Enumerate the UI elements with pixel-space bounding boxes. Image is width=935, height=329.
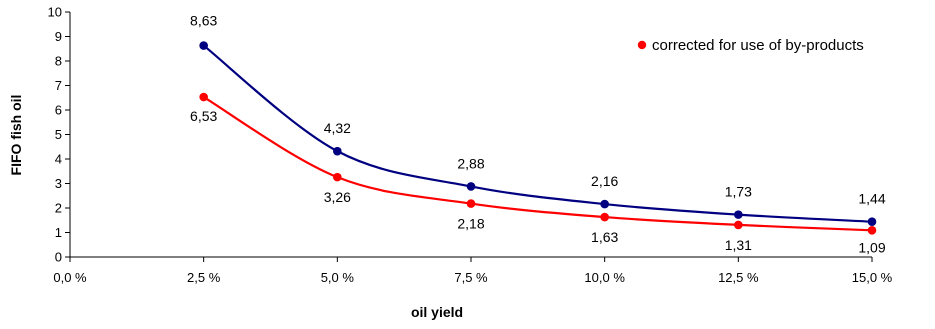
data-label: 1,73 xyxy=(725,184,752,200)
y-tick-label: 1 xyxy=(55,225,62,240)
data-point xyxy=(867,225,877,235)
x-tick-label: 5,0 % xyxy=(321,270,355,285)
legend-marker xyxy=(637,40,647,50)
x-tick-label: 2,5 % xyxy=(187,270,221,285)
x-tick-label: 15,0 % xyxy=(852,270,893,285)
y-tick-label: 0 xyxy=(55,250,62,265)
x-tick-label: 0,0 % xyxy=(53,270,87,285)
data-point xyxy=(199,41,208,50)
legend-label: corrected for use of by-products xyxy=(652,37,864,54)
series-line xyxy=(202,44,873,223)
data-point xyxy=(867,217,877,227)
x-tick-label: 12,5 % xyxy=(718,270,759,285)
data-point xyxy=(199,92,208,102)
data-label: 3,26 xyxy=(324,189,351,205)
y-tick-label: 3 xyxy=(55,176,62,191)
y-tick-label: 2 xyxy=(55,201,62,216)
y-tick-label: 4 xyxy=(55,152,62,167)
data-label: 2,18 xyxy=(457,216,484,232)
y-tick-label: 10 xyxy=(48,5,62,20)
data-point xyxy=(734,220,743,230)
y-tick-label: 5 xyxy=(55,127,62,142)
data-label: 1,44 xyxy=(858,191,885,207)
data-label: 1,31 xyxy=(725,237,752,253)
y-axis-title: FIFO fish oil xyxy=(8,95,24,176)
x-tick-label: 10,0 % xyxy=(584,270,625,285)
data-point xyxy=(333,146,342,156)
data-point xyxy=(734,210,743,219)
plot-area: 0 1 2 3 4 5 6 7 8 9 10 0,0 % 2,5 % 5,0 % 7,5 % 10,0 % 12… xyxy=(48,5,893,286)
data-point xyxy=(600,199,609,209)
data-point xyxy=(466,182,476,191)
y-tick-label: 7 xyxy=(55,78,62,93)
data-label: 2,88 xyxy=(457,155,484,171)
data-label: 8,63 xyxy=(190,13,217,29)
data-point xyxy=(600,212,609,222)
data-label: 1,63 xyxy=(591,229,618,245)
data-label: 6,53 xyxy=(190,108,217,124)
series-line xyxy=(203,96,873,232)
x-tick-label: 7,5 % xyxy=(454,270,488,285)
data-label: 4,32 xyxy=(324,120,351,136)
legend: corrected for use of by-products xyxy=(637,37,864,54)
data-point xyxy=(466,199,476,208)
data-point xyxy=(333,172,342,182)
y-tick-label: 6 xyxy=(55,103,62,118)
y-tick-label: 9 xyxy=(55,29,62,44)
data-label: 1,09 xyxy=(858,239,885,255)
x-axis-title: oil yield xyxy=(411,304,463,320)
y-tick-label: 8 xyxy=(55,54,62,69)
data-label: 2,16 xyxy=(591,173,618,189)
